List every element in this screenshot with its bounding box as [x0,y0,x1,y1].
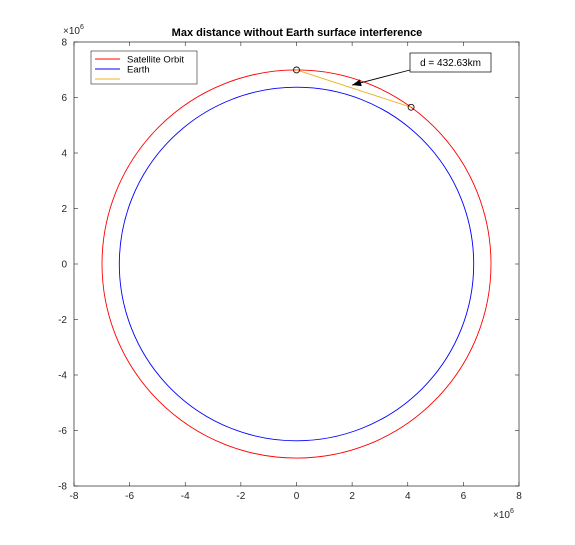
y-tick-label: -2 [58,315,67,326]
chart-title: Max distance without Earth surface inter… [172,27,423,39]
y-exponent-label: ×106 [63,24,84,37]
annotation-arrowhead [352,79,362,87]
x-tick-label: -4 [181,491,190,502]
series-satellite-orbit [101,69,492,459]
y-tick-label: 8 [61,38,67,49]
y-tick-label: -4 [58,371,67,382]
x-tick-label: -8 [70,491,79,502]
x-tick-label: -6 [125,491,134,502]
y-tick-label: -6 [58,426,67,437]
annotation: d = 432.63km [352,52,492,87]
x-tick-label: 6 [461,491,467,502]
point-marker [293,66,300,74]
x-exponent-label: ×106 [493,508,514,521]
plot-area [101,66,492,459]
annotation-arrow [352,69,411,86]
x-tick-label: 8 [516,491,522,502]
x-tick-label: -2 [236,491,245,502]
x-axis: -8 -6 -4 -2 0 2 4 6 8 [70,42,522,502]
axes-box [73,41,520,487]
y-axis: -8 -6 -4 -2 0 2 4 6 8 [58,38,519,493]
series-distance-line [296,69,412,108]
annotation-label: d = 432.63km [420,58,481,69]
y-tick-label: 2 [61,204,67,215]
x-tick-label: 2 [349,491,355,502]
y-tick-label: 4 [61,149,67,160]
x-tick-label: 0 [294,491,300,502]
x-tick-label: 4 [405,491,411,502]
point-marker [407,103,415,111]
series-earth [118,86,475,442]
y-tick-label: 6 [61,93,67,104]
legend-entry: Satellite Orbit [127,55,184,66]
legend-entry: Earth [127,65,150,76]
legend-box [90,50,198,85]
y-tick-label: 0 [61,260,67,271]
annotation-box [409,52,492,73]
y-tick-label: -8 [58,482,67,493]
